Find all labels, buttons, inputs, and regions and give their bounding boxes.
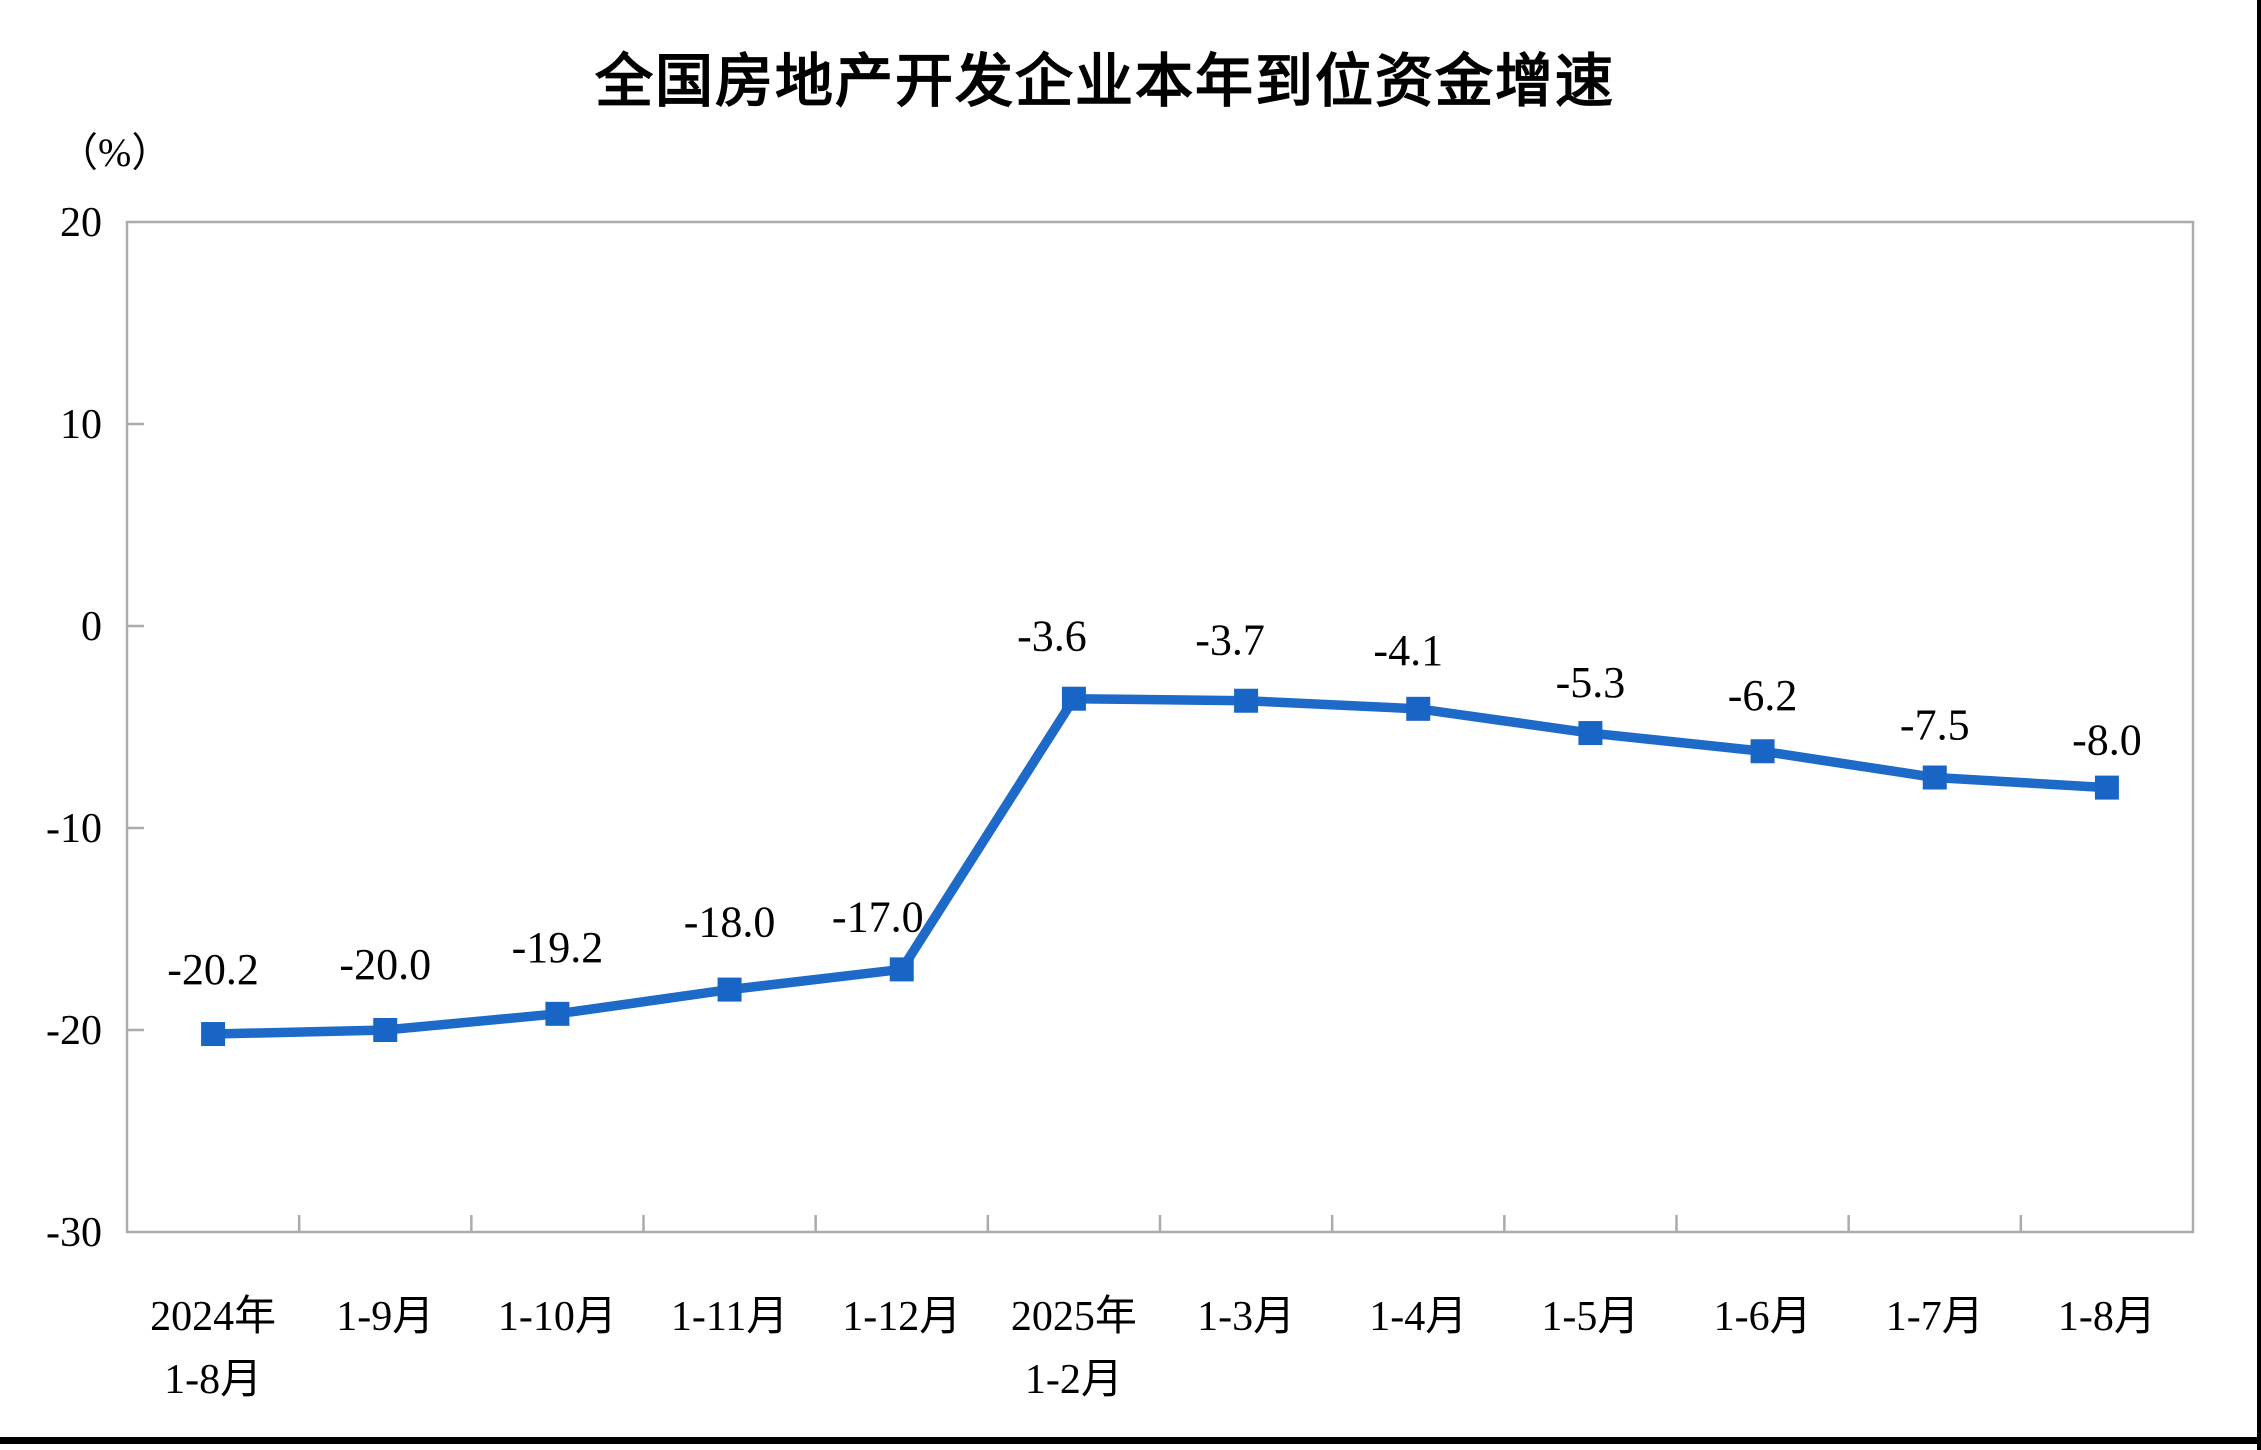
x-axis-category-label: 1-2月 [1025, 1357, 1123, 1403]
data-point-marker [1750, 739, 1775, 764]
data-point-marker [201, 1022, 226, 1047]
data-point-label: -3.7 [1195, 616, 1265, 665]
data-point-label: -5.3 [1556, 658, 1626, 707]
x-axis-category-label: 1-9月 [336, 1294, 434, 1340]
data-point-marker [545, 1001, 570, 1026]
data-point-label: -8.0 [2072, 716, 2142, 765]
data-point-marker [1406, 696, 1431, 721]
x-axis-category-label: 1-3月 [1197, 1294, 1295, 1340]
x-axis-category-label: 2025年 [1011, 1293, 1137, 1340]
data-point-marker [1234, 688, 1259, 713]
page-title: 全国房地产开发企业本年到位资金增速 [594, 49, 1615, 114]
data-point-label: -3.6 [1017, 612, 1087, 661]
data-point-marker [1578, 721, 1603, 746]
y-axis-tick-label: -10 [46, 806, 102, 852]
y-axis-tick-label: 0 [81, 604, 102, 650]
data-point-label: -20.0 [339, 940, 431, 989]
data-point-marker [2094, 775, 2119, 800]
x-axis-category-label: 2024年 [150, 1293, 276, 1340]
x-axis-category-label: 1-10月 [498, 1294, 617, 1340]
data-point-label: -6.2 [1728, 671, 1798, 720]
series-line [212, 693, 2108, 1039]
y-axis-tick-label: -30 [46, 1210, 102, 1256]
y-axis-unit-label: （%） [58, 130, 172, 175]
x-axis-category-label: 1-7月 [1886, 1294, 1984, 1340]
data-point-label: -4.1 [1373, 626, 1443, 675]
x-axis-category-label: 1-8月 [2058, 1294, 2156, 1340]
data-point-label: -18.0 [684, 898, 776, 947]
y-axis-tick-label: -20 [46, 1008, 102, 1054]
data-point-marker [1061, 686, 1086, 711]
x-axis-category-label: 1-8月 [164, 1357, 262, 1403]
page-right-rule [2257, 0, 2261, 1450]
y-axis-tick-label: 20 [60, 200, 102, 246]
data-point-marker [1922, 765, 1947, 790]
page-bottom-rule [0, 1437, 2261, 1444]
data-point-marker [889, 957, 914, 982]
data-point-label: -17.0 [832, 892, 924, 941]
x-axis-category-label: 1-12月 [842, 1294, 961, 1340]
x-axis-category-label: 1-5月 [1541, 1294, 1639, 1340]
data-point-label: -7.5 [1900, 701, 1970, 750]
data-point-label: -20.2 [167, 945, 259, 994]
y-axis-tick-label: 10 [60, 402, 102, 448]
data-point-label: -19.2 [512, 923, 604, 972]
data-point-marker [373, 1018, 398, 1042]
x-axis-category-label: 1-4月 [1369, 1294, 1467, 1340]
data-point-marker [717, 977, 742, 1002]
plot-frame [125, 220, 2195, 1234]
x-axis-category-label: 1-6月 [1714, 1294, 1812, 1340]
x-axis-category-label: 1-11月 [671, 1294, 788, 1340]
